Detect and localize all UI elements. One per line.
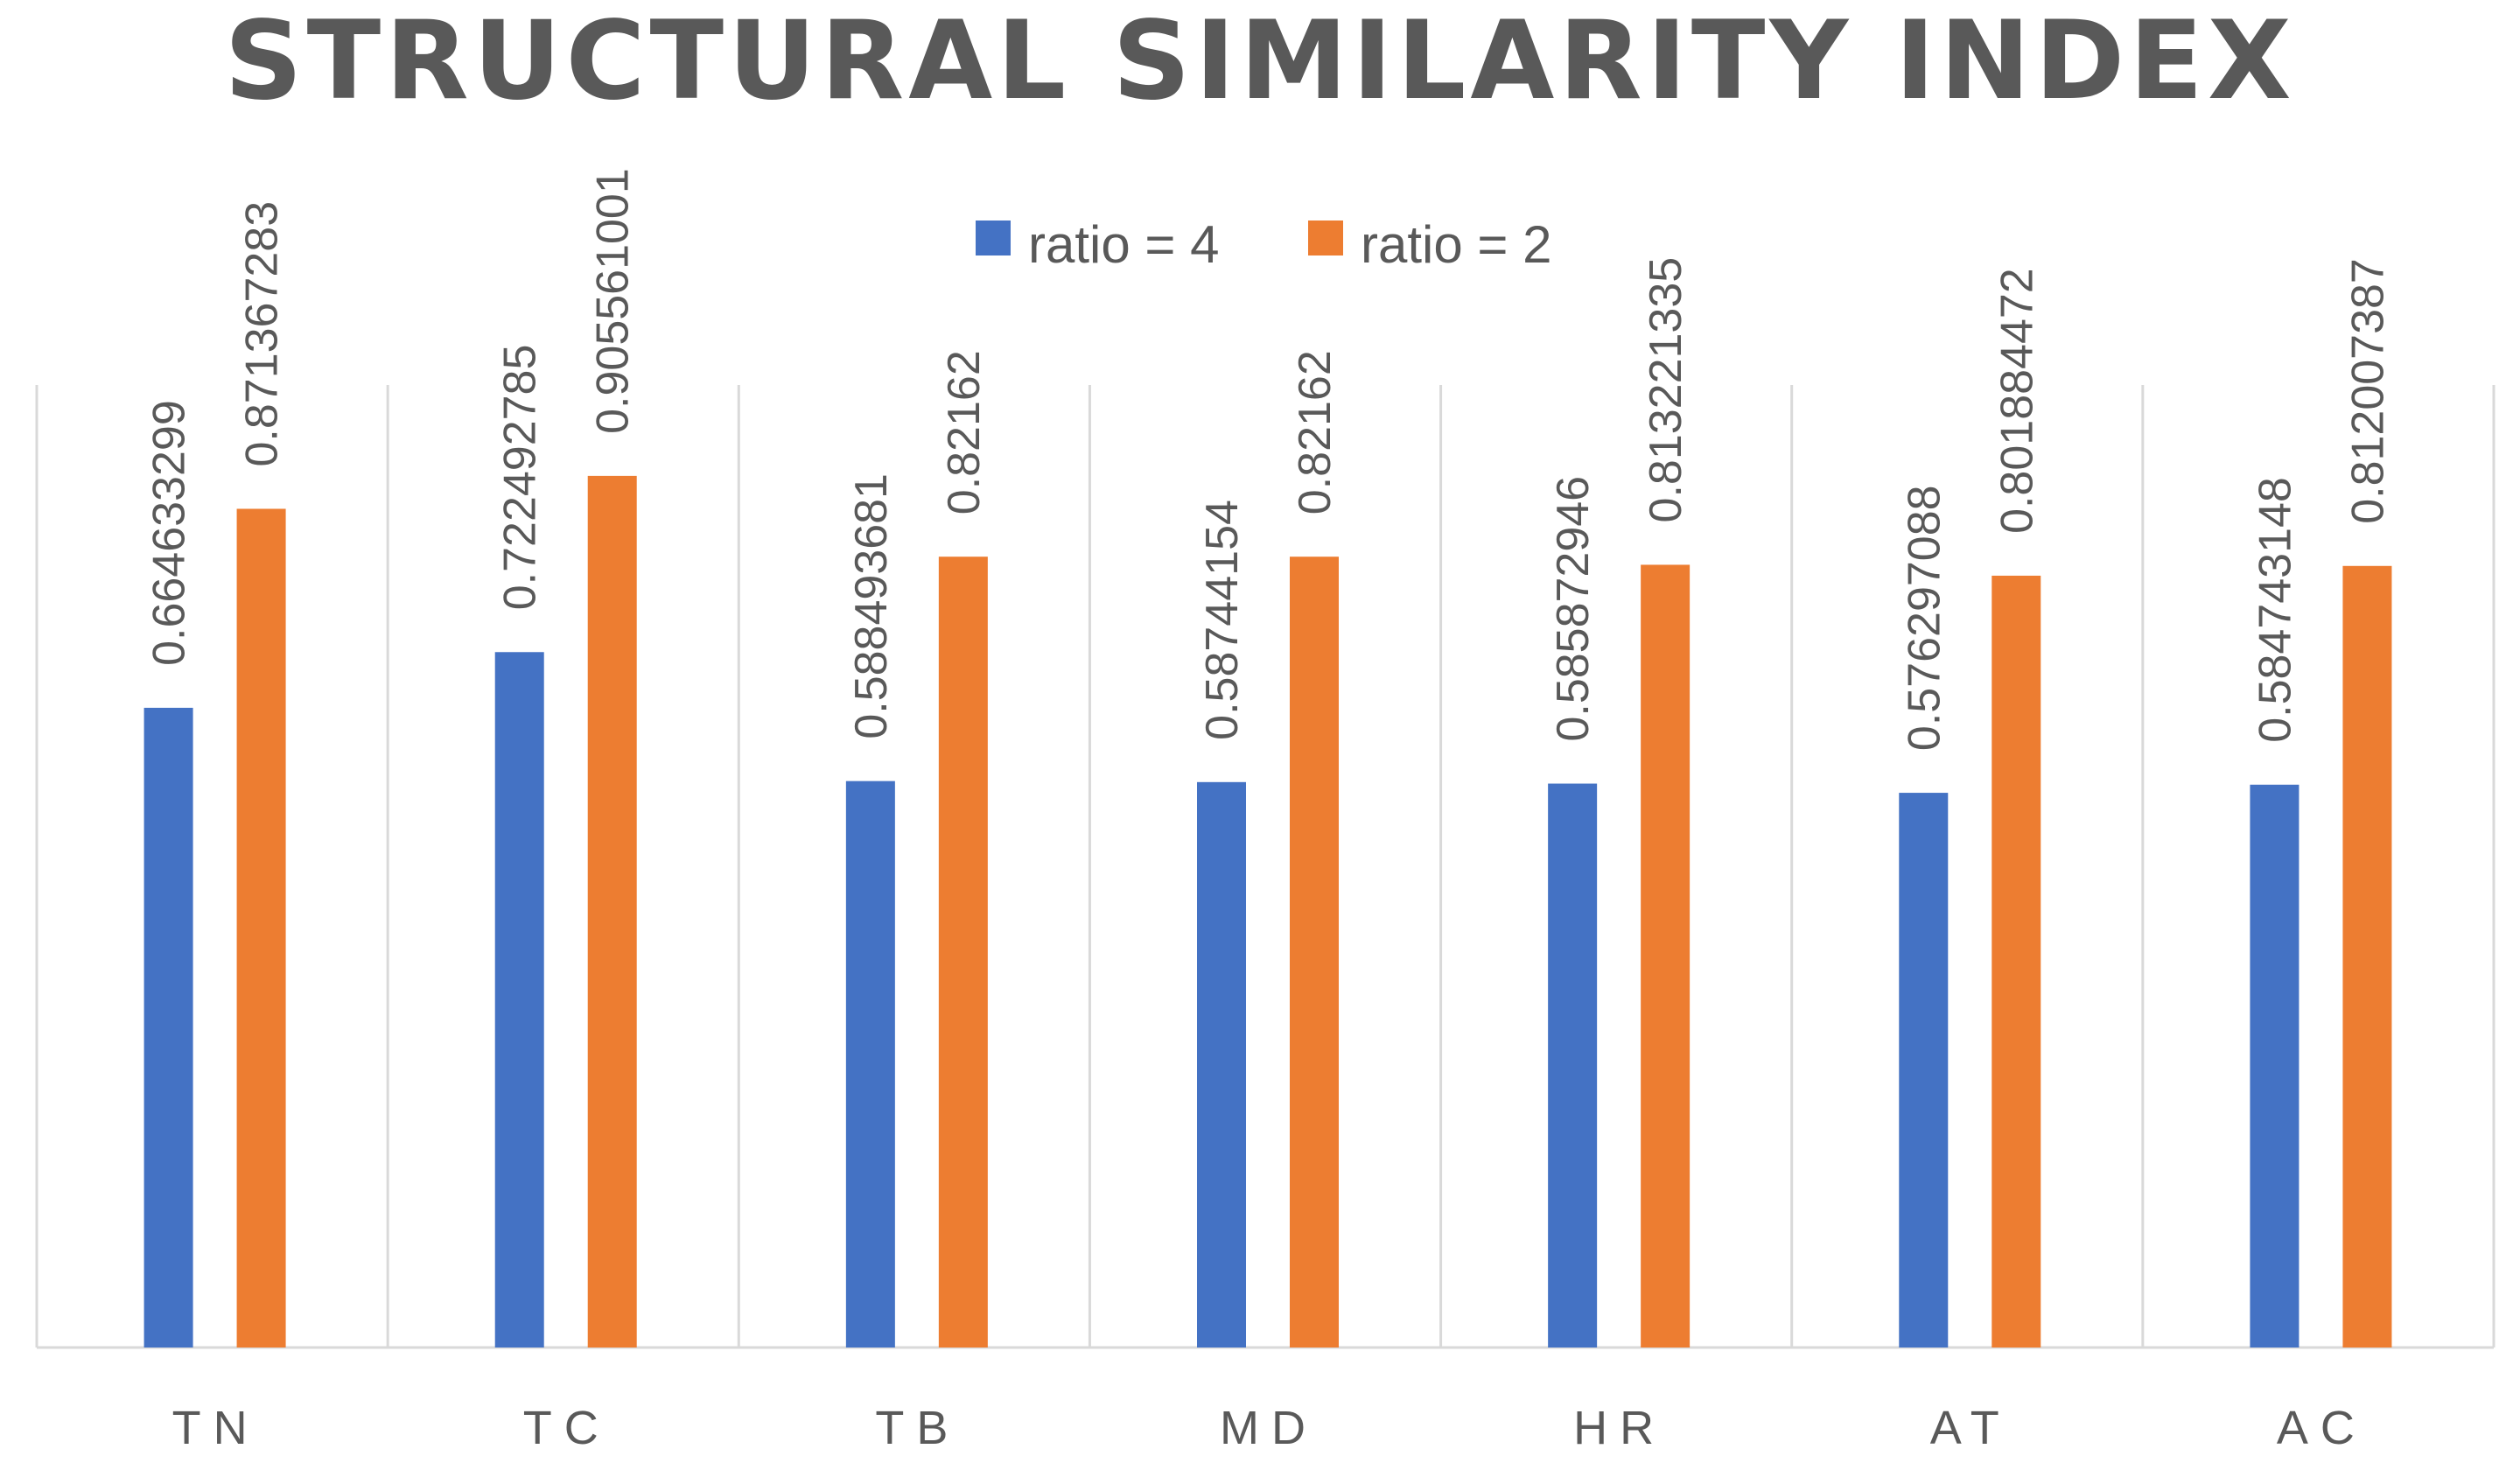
legend: ratio = 4 ratio = 2: [976, 215, 1551, 274]
data-label-ratio-4-tb: 0.588493681: [846, 473, 897, 739]
bar-ratio-4-tb: [845, 780, 895, 1348]
data-label-ratio-4-md: 0.58744154: [1197, 500, 1248, 740]
category-label-hr: HR: [1573, 1402, 1666, 1454]
data-label-ratio-2-tb: 0.82162: [939, 350, 990, 514]
bar-ratio-2-at: [1992, 575, 2041, 1348]
category-label-tb: TB: [875, 1402, 960, 1454]
category-label-md: MD: [1220, 1402, 1318, 1454]
bar-ratio-4-ac: [2250, 784, 2300, 1348]
bar-ratio-2-tn: [236, 508, 286, 1348]
bar-ratio-4-tn: [144, 707, 193, 1348]
bar-ratio-2-tb: [938, 556, 988, 1348]
bar-ratio-2-ac: [2342, 565, 2392, 1348]
data-label-ratio-2-ac: 0.812007387: [2342, 258, 2393, 524]
bar-ratio-2-md: [1290, 556, 1339, 1348]
data-label-ratio-2-tn: 0.871367283: [237, 201, 288, 467]
data-label-ratio-4-ac: 0.584743148: [2250, 477, 2300, 743]
bar-ratio-4-tc: [494, 652, 544, 1348]
category-label-at: AT: [1930, 1402, 2012, 1454]
chart-title: STRUCTURAL SIMILARITY INDEX: [224, 0, 2295, 124]
bar-ratio-2-tc: [587, 475, 637, 1348]
data-label-ratio-4-at: 0.576297088: [1899, 485, 1950, 751]
legend-swatch-ratio-2: [1308, 220, 1343, 256]
category-label-tn: TN: [172, 1402, 260, 1454]
category-label-ac: AC: [2277, 1402, 2367, 1454]
legend-swatch-ratio-4: [976, 220, 1011, 256]
bar-ratio-4-hr: [1548, 783, 1598, 1348]
data-label-ratio-4-tn: 0.664633299: [144, 400, 195, 666]
bar-ratio-4-md: [1197, 781, 1246, 1348]
data-label-ratio-4-tc: 0.722492785: [495, 345, 546, 611]
bar-ratio-2-hr: [1641, 564, 1690, 1348]
data-label-ratio-4-hr: 0.585872946: [1548, 476, 1599, 742]
data-label-ratio-2-tc: 0.905561001: [588, 168, 639, 434]
data-label-ratio-2-at: 0.801884472: [1992, 268, 2042, 534]
legend-label-ratio-4: ratio = 4: [1028, 215, 1219, 274]
plot-area: 0.664633299 0.871367283 TN 0.722492785 0.905…: [35, 168, 2496, 1454]
bar-ratio-4-at: [1899, 793, 1949, 1348]
legend-label-ratio-2: ratio = 2: [1361, 215, 1551, 274]
category-label-tc: TC: [523, 1402, 611, 1454]
data-label-ratio-2-hr: 0.813221335: [1641, 257, 1691, 523]
data-label-ratio-2-md: 0.82162: [1290, 350, 1340, 514]
